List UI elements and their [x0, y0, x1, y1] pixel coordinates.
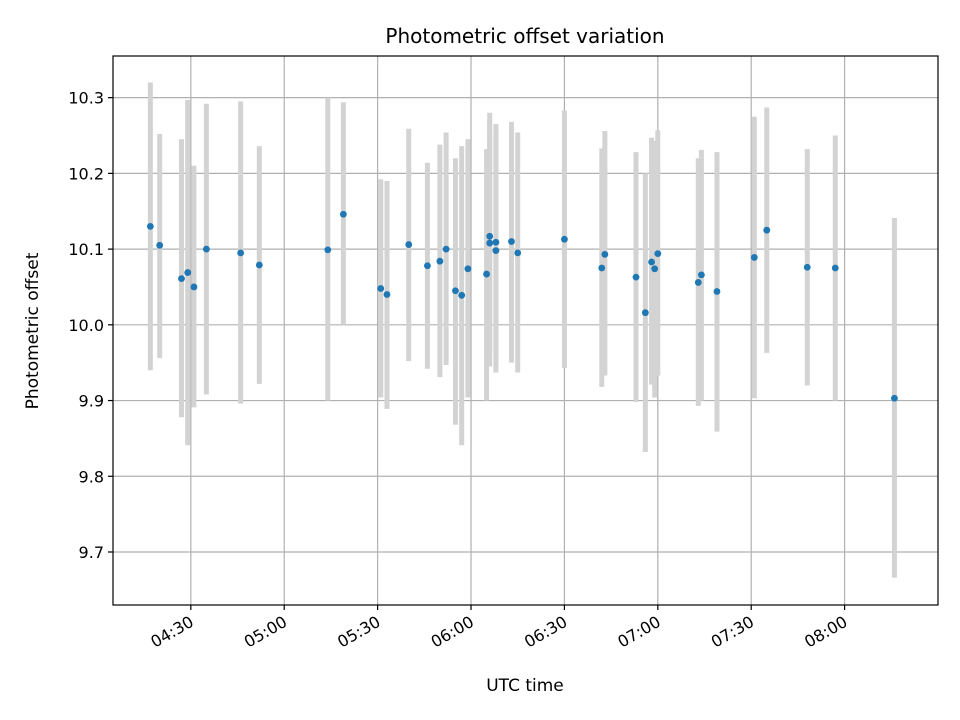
data-point	[483, 270, 490, 278]
data-point	[452, 287, 459, 295]
data-point	[492, 238, 500, 246]
data-point	[694, 279, 702, 286]
data-point	[237, 249, 245, 257]
data-point	[651, 265, 659, 273]
data-point	[464, 265, 472, 273]
y-tick-label: 9.7	[79, 543, 104, 562]
y-axis: 9.7 9.8 9.9 10.0 10.1 10.2 10.3	[68, 89, 113, 562]
y-tick-label: 9.8	[79, 467, 104, 486]
chart-title: Photometric offset variation	[385, 24, 664, 48]
data-point	[190, 283, 198, 291]
data-point	[601, 250, 609, 258]
data-point	[763, 226, 771, 234]
data-point	[255, 261, 263, 269]
data-point	[424, 262, 431, 270]
data-point	[831, 264, 839, 272]
data-point	[641, 309, 649, 317]
data-point	[561, 235, 568, 243]
data-point	[377, 285, 385, 292]
data-point	[458, 291, 466, 299]
data-point	[632, 273, 640, 281]
data-point	[178, 275, 185, 283]
plot-frame	[112, 55, 939, 606]
data-points	[146, 210, 898, 402]
data-point	[697, 271, 705, 279]
data-point	[486, 239, 494, 247]
data-point	[891, 394, 898, 402]
data-point	[803, 263, 811, 271]
data-point	[713, 288, 721, 295]
data-point	[514, 249, 522, 257]
data-point	[508, 238, 515, 245]
y-tick-label: 10.3	[68, 89, 104, 108]
data-point	[146, 222, 154, 230]
y-tick-label: 10.2	[68, 164, 104, 183]
data-point	[598, 264, 606, 272]
data-point	[654, 250, 662, 258]
data-point	[405, 241, 413, 248]
data-point	[324, 246, 332, 254]
data-point	[383, 291, 391, 298]
y-tick-label: 10.0	[68, 316, 104, 335]
data-point	[492, 247, 500, 255]
x-axis-label: UTC time	[486, 676, 564, 696]
data-point	[648, 258, 655, 266]
y-tick-label: 9.9	[79, 392, 104, 411]
data-point	[436, 257, 444, 265]
data-point	[184, 269, 192, 276]
data-point	[202, 245, 210, 253]
data-point	[442, 245, 450, 253]
data-point	[486, 232, 494, 240]
data-point	[156, 241, 164, 249]
data-point	[339, 210, 347, 218]
y-axis-label: Photometric offset	[23, 252, 43, 409]
data-point	[750, 254, 758, 261]
y-tick-label: 10.1	[68, 240, 104, 259]
